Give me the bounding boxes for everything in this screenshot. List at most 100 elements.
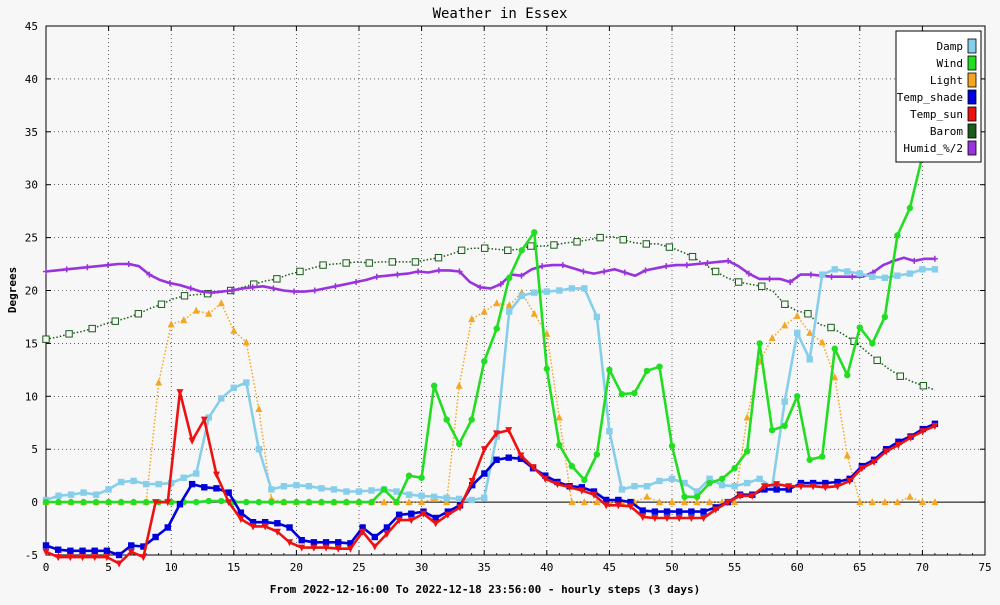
data-point [809, 483, 817, 491]
data-point [518, 247, 525, 254]
data-point [651, 514, 659, 522]
x-axis-label: From 2022-12-16:00 To 2022-12-18 23:56:0… [270, 583, 700, 596]
data-point [894, 232, 901, 239]
data-point [318, 485, 325, 492]
data-point [794, 393, 801, 400]
data-point [355, 498, 363, 506]
data-point [319, 261, 327, 269]
data-point [286, 539, 294, 547]
data-point [559, 262, 566, 269]
data-point [330, 486, 338, 493]
x-tick-label: 15 [227, 561, 240, 574]
data-point [631, 389, 638, 397]
data-point [895, 438, 902, 445]
data-point [155, 378, 163, 386]
data-point [213, 485, 220, 492]
data-point [468, 315, 476, 323]
series-humid-2 [43, 255, 938, 296]
data-point [418, 498, 426, 506]
data-point [84, 264, 91, 271]
data-point [480, 307, 488, 315]
data-point [831, 345, 838, 352]
x-tick-label: 35 [478, 561, 491, 574]
data-point [152, 533, 159, 541]
data-point [894, 441, 902, 449]
data-point [140, 543, 147, 550]
data-point [768, 334, 776, 342]
data-point [768, 426, 776, 434]
data-point [335, 539, 342, 546]
data-point [383, 530, 391, 538]
data-point [581, 476, 588, 484]
data-point [286, 524, 293, 531]
data-point [768, 484, 776, 491]
data-point [906, 204, 914, 212]
data-point [205, 414, 212, 421]
data-point [931, 422, 939, 430]
data-point [919, 428, 927, 436]
data-point [907, 434, 915, 442]
data-point [187, 285, 194, 292]
legend-swatch [967, 72, 977, 88]
x-tick-label: 10 [165, 561, 178, 574]
data-point [834, 478, 841, 486]
data-point [322, 544, 330, 552]
data-point [388, 258, 397, 266]
data-point [725, 257, 732, 264]
y-tick-label: 40 [25, 73, 38, 86]
data-point [758, 282, 766, 290]
data-point [700, 508, 707, 515]
x-tick-label: 40 [540, 561, 553, 574]
y-tick-label: 0 [31, 496, 38, 509]
data-point [656, 477, 663, 485]
legend-swatch [967, 123, 977, 139]
data-point [578, 487, 586, 495]
legend-label: Wind [937, 57, 964, 70]
data-point [407, 517, 415, 525]
data-point [781, 300, 789, 308]
data-point [831, 266, 838, 273]
data-point [419, 510, 427, 518]
data-point [92, 498, 100, 506]
data-point [293, 498, 300, 506]
data-point [79, 547, 86, 554]
data-point [130, 477, 137, 485]
y-tick-label: 30 [25, 179, 38, 192]
data-point [506, 308, 513, 315]
data-point [781, 398, 788, 405]
data-point [67, 491, 75, 498]
data-point [568, 462, 576, 470]
data-point [518, 272, 525, 279]
data-point [343, 498, 350, 506]
data-point [225, 499, 233, 507]
data-point [541, 475, 549, 483]
x-tick-label: 0 [43, 561, 50, 574]
data-point [760, 483, 768, 491]
data-point [291, 288, 298, 295]
legend-label: Humid_%/2 [903, 142, 963, 155]
data-point [237, 509, 245, 516]
data-point [408, 510, 415, 517]
legend-swatch [967, 55, 977, 71]
data-point [468, 416, 475, 423]
data-point [261, 519, 269, 526]
data-point [274, 520, 281, 527]
data-point [688, 508, 695, 515]
data-point [188, 480, 196, 488]
data-point [457, 246, 466, 254]
data-point [918, 498, 926, 506]
data-point [405, 498, 413, 506]
data-point [142, 480, 150, 488]
data-point [152, 499, 160, 507]
data-point [806, 456, 813, 463]
data-point [55, 492, 62, 499]
x-tick-label: 45 [603, 561, 616, 574]
data-point [844, 268, 851, 275]
data-point [103, 554, 111, 562]
data-point [693, 498, 701, 506]
data-point [821, 484, 829, 492]
x-tick-label: 25 [352, 561, 365, 574]
series-barom [42, 233, 936, 391]
data-point [819, 453, 826, 460]
